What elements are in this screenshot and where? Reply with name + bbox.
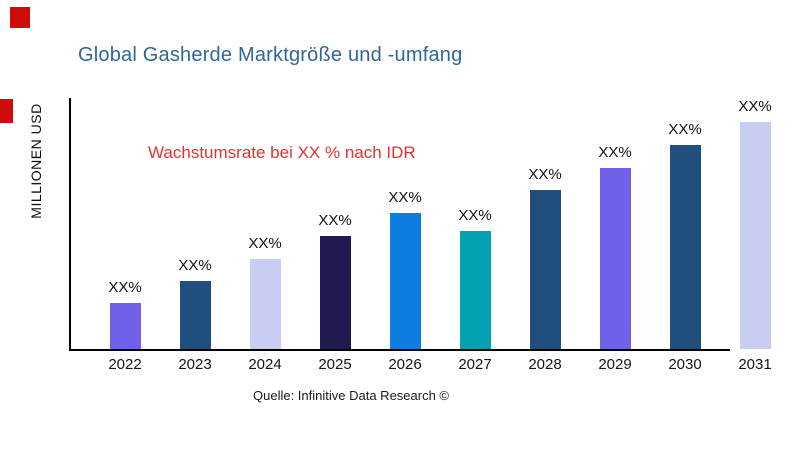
- bar-2024: [249, 259, 281, 349]
- bar-2022: [109, 303, 141, 349]
- bar-value-label-2028: XX%: [528, 166, 562, 183]
- x-tick-label-2025: 2025: [318, 356, 352, 373]
- source-caption: Quelle: Infinitive Data Research ©: [253, 388, 450, 403]
- bar-value-label-2031: XX%: [738, 98, 772, 115]
- chart-title: Global Gasherde Marktgröße und -umfang: [78, 44, 463, 66]
- bar-2031: [739, 122, 771, 349]
- bar-value-label-2030: XX%: [668, 121, 702, 138]
- bar-value-label-2025: XX%: [318, 212, 352, 229]
- x-tick-label-2023: 2023: [178, 356, 212, 373]
- bar-2025: [319, 236, 351, 349]
- x-tick-label-2027: 2027: [458, 356, 492, 373]
- bar-2026: [389, 213, 421, 349]
- x-tick-label-2031: 2031: [738, 356, 772, 373]
- bar-2029: [599, 168, 631, 349]
- x-tick-label-2029: 2029: [598, 356, 632, 373]
- y-axis-line: [69, 98, 71, 351]
- growth-rate-annotation: Wachstumsrate bei XX % nach IDR: [148, 143, 416, 162]
- x-tick-label-2022: 2022: [108, 356, 142, 373]
- bar-2028: [529, 190, 561, 349]
- decoration-red-square-top-left: [10, 7, 30, 28]
- bar-value-label-2024: XX%: [248, 235, 282, 252]
- bar-2027: [459, 231, 491, 349]
- bar-value-label-2023: XX%: [178, 257, 212, 274]
- x-axis-line: [69, 349, 730, 351]
- bar-2030: [669, 145, 701, 349]
- bar-value-label-2026: XX%: [388, 189, 422, 206]
- decoration-red-square-left-edge: [0, 99, 13, 123]
- y-axis-title: MILLIONEN USD: [28, 103, 44, 219]
- x-tick-label-2028: 2028: [528, 356, 562, 373]
- x-tick-label-2024: 2024: [248, 356, 282, 373]
- bar-value-label-2029: XX%: [598, 144, 632, 161]
- x-tick-label-2030: 2030: [668, 356, 702, 373]
- x-tick-label-2026: 2026: [388, 356, 422, 373]
- bar-value-label-2022: XX%: [108, 279, 142, 296]
- bar-2023: [179, 281, 211, 349]
- bar-value-label-2027: XX%: [458, 207, 492, 224]
